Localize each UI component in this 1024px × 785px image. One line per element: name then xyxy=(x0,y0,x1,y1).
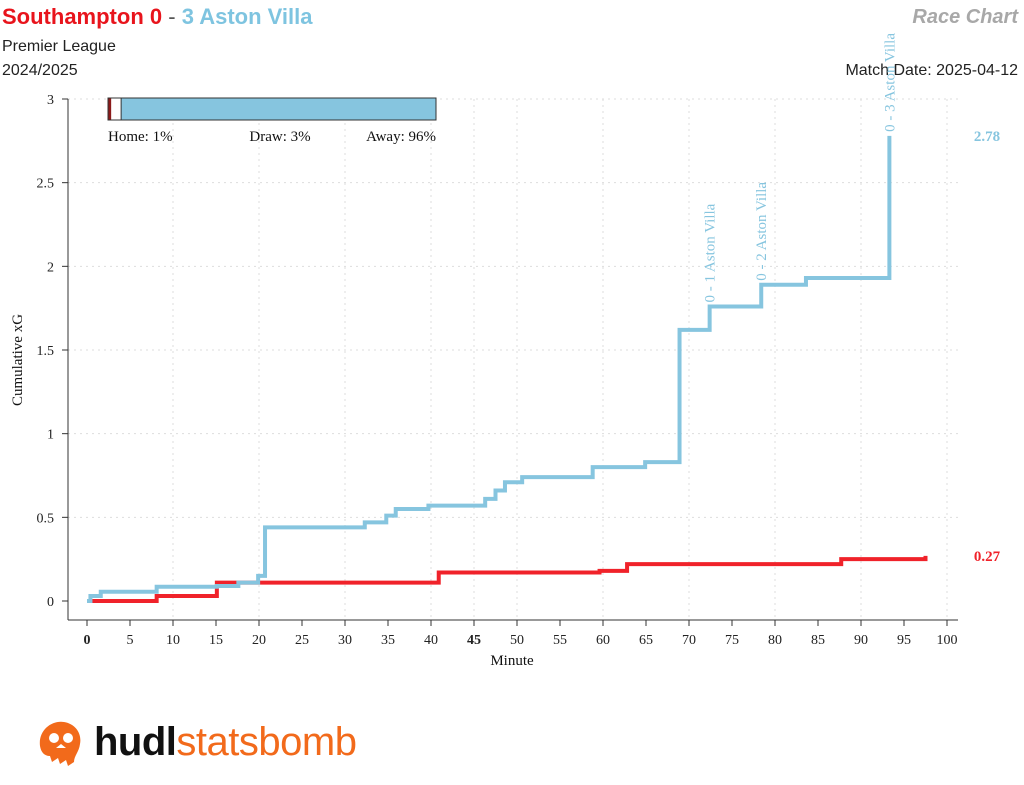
y-axis-label: Cumulative xG xyxy=(10,314,26,406)
statsbomb-logo-icon xyxy=(39,721,81,766)
away-team-score: 3 Aston Villa xyxy=(181,4,313,29)
x-tick-label: 35 xyxy=(381,633,395,648)
away-prob-label: Away: 96% xyxy=(366,129,436,145)
away-final-xg-label: 2.78 xyxy=(974,129,1000,145)
chart-type-label: Race Chart xyxy=(912,6,1018,28)
home-xg-line xyxy=(87,555,928,603)
x-tick-label: 25 xyxy=(295,633,309,648)
x-tick-label: 70 xyxy=(682,633,696,648)
x-tick-label: 95 xyxy=(897,633,911,648)
home-team-score: Southampton 0 xyxy=(2,4,163,29)
competition-name: Premier League xyxy=(2,38,116,55)
x-axis-label: Minute xyxy=(490,653,534,669)
x-tick-label: 30 xyxy=(338,633,352,648)
x-tick-label: 45 xyxy=(467,633,481,648)
goal-annotation: 0 - 1 Aston Villa xyxy=(703,203,719,302)
goal-annotation: 0 - 2 Aston Villa xyxy=(754,182,770,281)
y-tick-label: 2.5 xyxy=(37,177,55,192)
draw-prob-label: Draw: 3% xyxy=(249,129,310,145)
race-chart: 00.511.522.530 5 10 15 20 25 30 35 40 45 50 55 60 65 7… xyxy=(10,33,1001,669)
prob-bar-outline xyxy=(107,97,437,121)
grid-lines xyxy=(68,98,958,620)
away-xg-line xyxy=(87,135,892,603)
x-tick-label: 100 xyxy=(937,633,958,648)
win-probability-bar: Home: 1% Draw: 3% Away: 96% xyxy=(107,97,437,145)
y-tick-label: 2 xyxy=(47,260,54,275)
home-prob-segment xyxy=(108,98,112,120)
match-date: Match Date: 2025-04-12 xyxy=(845,62,1018,79)
home-final-xg-label: 0.27 xyxy=(974,549,1001,565)
hudl-statsbomb-logo: hudlstatsbomb xyxy=(34,712,357,772)
y-tick-label: 1 xyxy=(47,428,54,443)
home-prob-label: Home: 1% xyxy=(108,129,173,145)
x-tick-label: 90 xyxy=(854,633,868,648)
x-tick-label: 0 xyxy=(84,633,91,648)
x-tick-label: 55 xyxy=(553,633,567,648)
logo-hudl-text: hudl xyxy=(94,719,177,764)
x-tick-label: 10 xyxy=(166,633,180,648)
logo-wordmark: hudlstatsbomb xyxy=(94,719,357,765)
y-tick-label: 0 xyxy=(47,595,54,610)
x-tick-label: 20 xyxy=(252,633,266,648)
x-tick-label: 50 xyxy=(510,633,524,648)
x-tick-label: 75 xyxy=(725,633,739,648)
y-tick-label: 1.5 xyxy=(37,344,55,359)
x-tick-label: 40 xyxy=(424,633,438,648)
x-tick-label: 65 xyxy=(639,633,653,648)
season-label: 2024/2025 xyxy=(2,62,78,79)
y-tick-label: 0.5 xyxy=(37,511,55,526)
x-tick-label: 60 xyxy=(596,633,610,648)
x-tick-label: 80 xyxy=(768,633,782,648)
goal-annotation: 0 - 3 Aston Villa xyxy=(882,33,898,132)
match-title: Southampton 0 - 3 Aston Villa xyxy=(2,4,313,30)
x-tick-label: 85 xyxy=(811,633,825,648)
draw-prob-segment xyxy=(111,98,122,120)
away-prob-segment xyxy=(121,98,437,120)
x-tick-label: 15 xyxy=(209,633,223,648)
x-tick-label: 5 xyxy=(127,633,134,648)
logo-statsbomb-text: statsbomb xyxy=(176,719,357,764)
score-separator: - xyxy=(168,4,176,29)
y-tick-label: 3 xyxy=(47,93,54,108)
